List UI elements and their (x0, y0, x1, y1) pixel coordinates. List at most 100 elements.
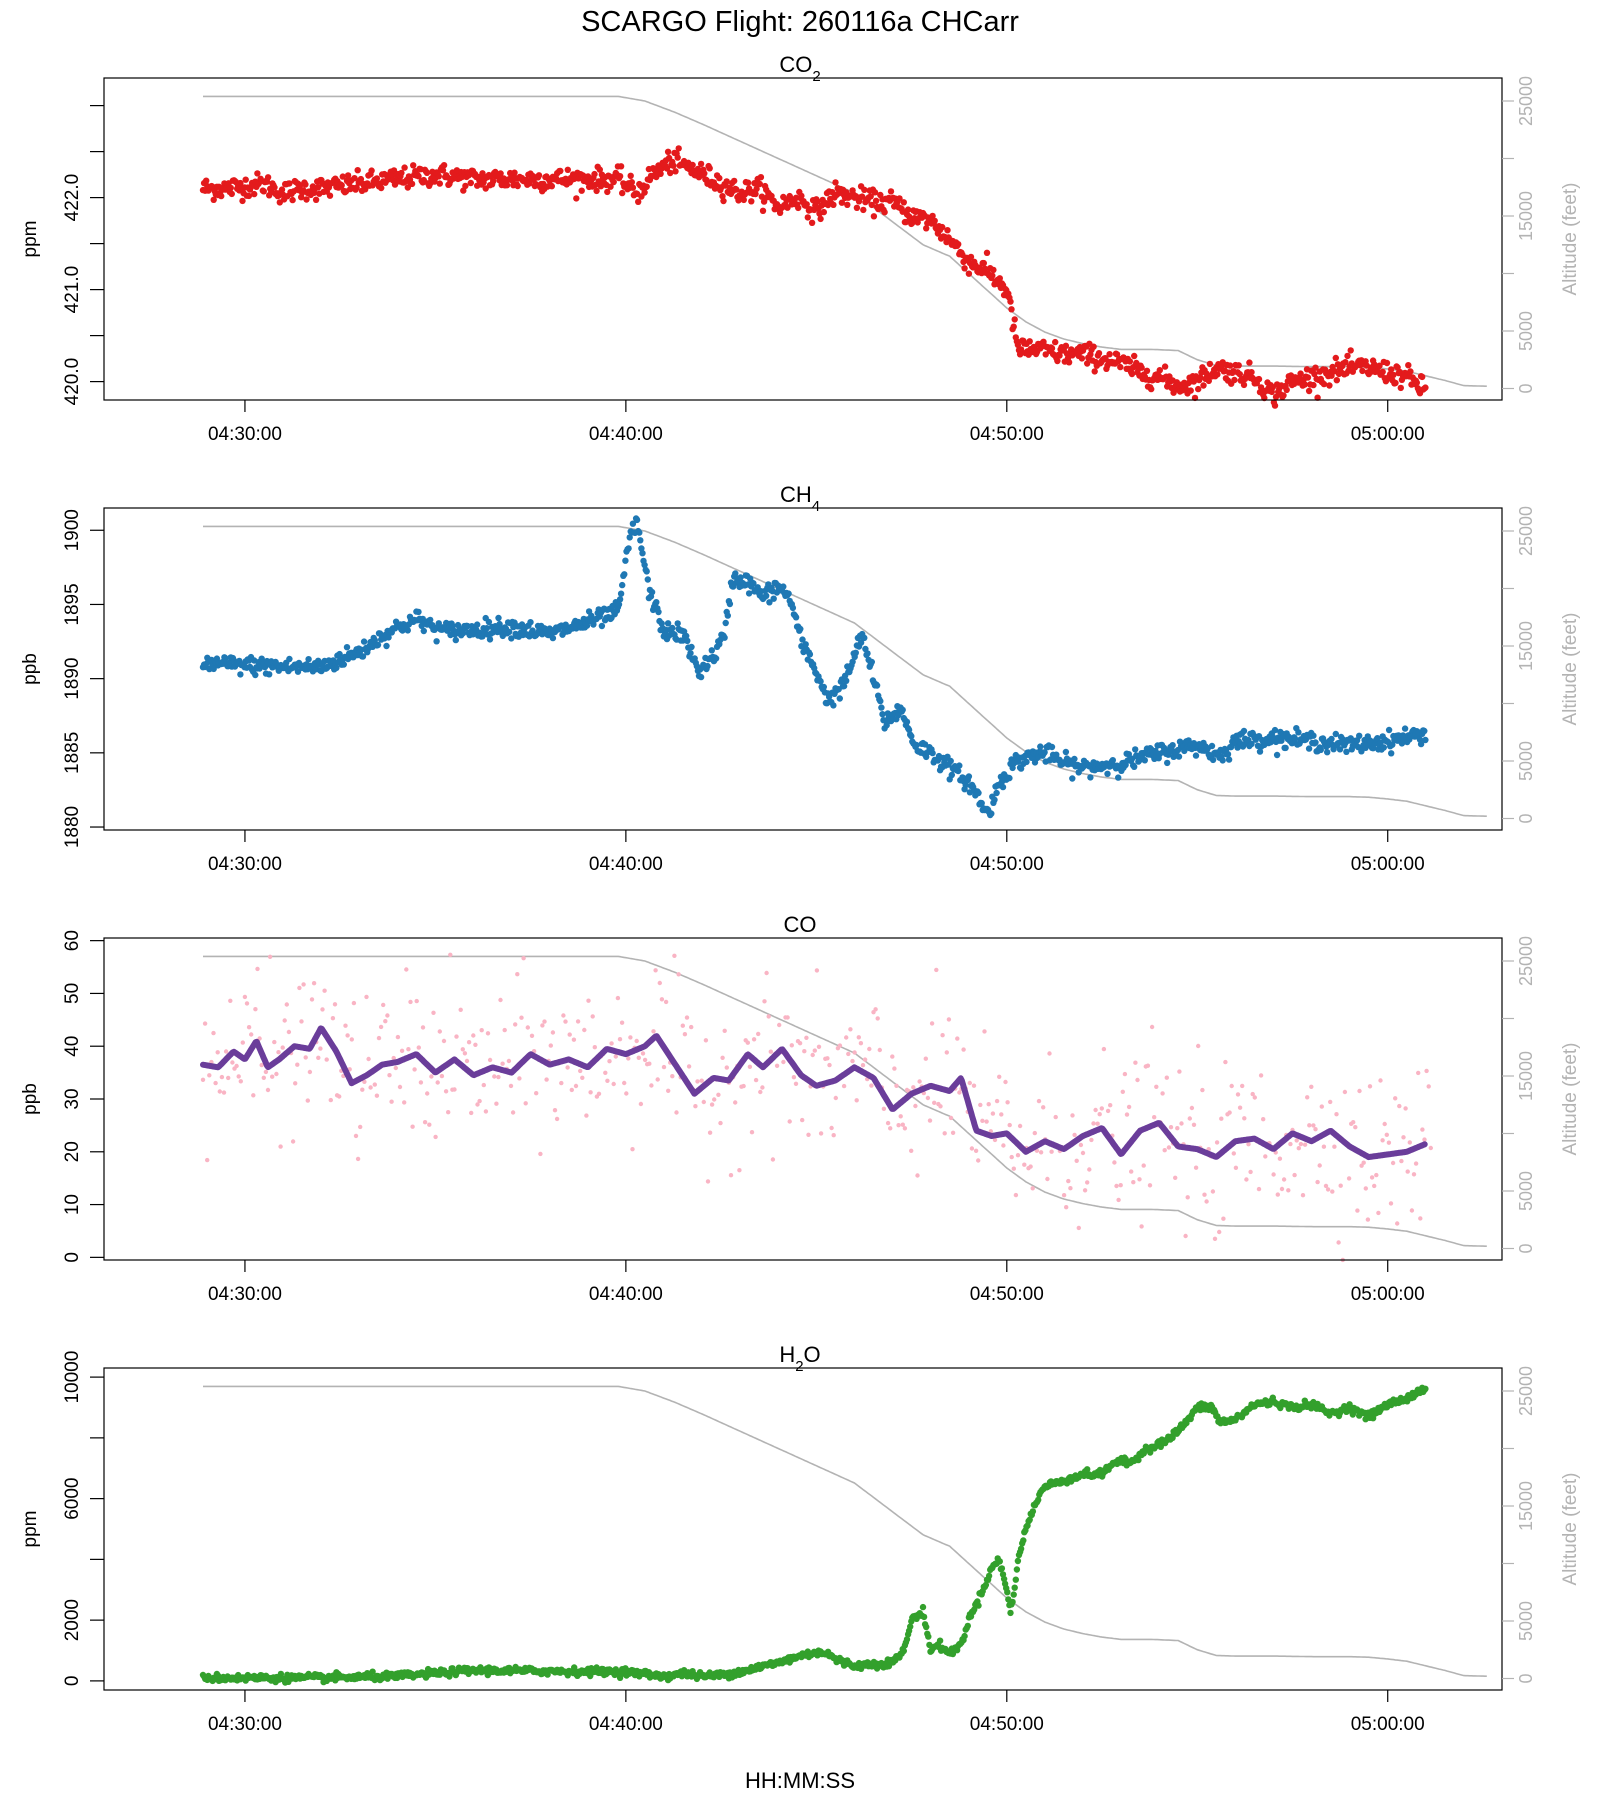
ch4-point (222, 654, 229, 662)
co-raw-point (255, 966, 260, 972)
co2-point (1007, 298, 1014, 305)
ch4-point (1104, 770, 1111, 777)
y-tick-label: 10 (62, 1194, 83, 1215)
h2o-point (961, 1632, 968, 1640)
ch4-point (508, 635, 515, 642)
co-raw-point (800, 1117, 805, 1123)
co-raw-point (1177, 1069, 1182, 1074)
co-raw-point (1015, 1153, 1021, 1158)
ch4-point (590, 621, 597, 628)
ch4-point (1422, 736, 1429, 744)
co-raw-point (670, 1074, 675, 1079)
co-raw-point (1049, 1149, 1054, 1154)
co-raw-point (854, 1098, 859, 1103)
altitude-tick-label: 25000 (1516, 506, 1536, 556)
ch4-point (433, 638, 440, 645)
co-raw-point (387, 1073, 392, 1078)
co-raw-point (353, 1133, 359, 1139)
co2-point (657, 170, 664, 177)
co2-point (289, 196, 296, 204)
ch4-point (1336, 746, 1344, 753)
co-raw-point (749, 1130, 755, 1135)
co-raw-point (1369, 1175, 1375, 1180)
ch4-point (1256, 748, 1264, 755)
ch4-point (1228, 743, 1235, 751)
co2-point (716, 174, 723, 182)
y-tick-label: 10000 (62, 1351, 83, 1404)
ch4-point (817, 678, 824, 685)
co-raw-point (249, 1032, 254, 1037)
ch4-point (621, 571, 628, 578)
co-raw-point (1116, 1197, 1121, 1203)
co2-point (1197, 374, 1204, 381)
co2-point (931, 217, 938, 224)
y-tick-label: 0 (62, 1676, 83, 1687)
co2-point (820, 208, 827, 216)
co2-point (641, 189, 648, 196)
co-raw-point (473, 1042, 478, 1048)
x-tick-label: 04:40:00 (589, 1714, 663, 1735)
co2-point (860, 206, 867, 214)
co2-point (251, 190, 258, 198)
h2o-point (971, 1606, 978, 1613)
co-raw-point (818, 1131, 824, 1136)
co2-point (731, 177, 738, 185)
co2-point (490, 178, 497, 185)
co-raw-point (376, 1035, 382, 1041)
plot-frame (103, 77, 1503, 401)
co-raw-point (1416, 1070, 1421, 1076)
panel-ch4: CH4 ppb 1880 1885 1890 1895 1900 0 5000 15000 2500… (20, 482, 1581, 875)
co-raw-point (955, 1036, 960, 1041)
co-raw-point (1078, 1142, 1084, 1148)
ch4-point (615, 601, 623, 608)
co-raw-point (990, 1111, 996, 1116)
co-raw-point (550, 1030, 556, 1035)
co2-point (1187, 387, 1194, 394)
co-raw-point (1321, 1144, 1327, 1149)
co-raw-point (1131, 1180, 1136, 1185)
co2-point (1407, 368, 1414, 375)
co-raw-point (909, 1148, 914, 1154)
co-raw-point (1237, 1105, 1243, 1110)
co-raw-point (758, 1089, 763, 1095)
co-raw-point (510, 1110, 516, 1115)
co2-point (436, 180, 443, 187)
x-tick-label: 04:30:00 (208, 1714, 282, 1735)
co-raw-point (994, 1098, 1000, 1104)
co-raw-point (500, 1061, 505, 1066)
co-raw-point (1200, 1087, 1205, 1093)
co-raw-point (395, 1034, 401, 1040)
co-raw-point (418, 1080, 424, 1085)
co-raw-point (1294, 1138, 1299, 1143)
co-raw-point (699, 1078, 704, 1083)
ch4-point (750, 580, 757, 587)
ch4-point (629, 520, 637, 527)
co2-point (1359, 367, 1366, 375)
ch4-point (993, 789, 1000, 797)
ch4-point (1332, 730, 1340, 738)
co-raw-point (1028, 1164, 1033, 1169)
co-raw-point (1275, 1192, 1281, 1197)
co-raw-point (299, 1019, 304, 1024)
co-raw-point (787, 1119, 792, 1124)
ch4-point (385, 634, 392, 641)
co2-point (804, 214, 811, 221)
co-raw-point (831, 1133, 836, 1138)
ch4-point (641, 561, 648, 569)
h2o-point (1084, 1466, 1091, 1473)
co-raw-point (1313, 1127, 1318, 1132)
co2-point (415, 173, 422, 180)
co-raw-point (1095, 1121, 1100, 1126)
co2-point (1095, 350, 1103, 357)
co-raw-point (540, 1023, 545, 1028)
h2o-point (975, 1602, 982, 1609)
co-raw-point (238, 1079, 243, 1084)
h2o-point (1009, 1598, 1016, 1606)
co-raw-point (1363, 1186, 1369, 1191)
co-raw-point (1325, 1187, 1331, 1192)
co2-point (440, 162, 448, 169)
co-raw-point (653, 968, 658, 973)
co-raw-point (223, 1049, 229, 1054)
co-raw-point (894, 1083, 899, 1089)
co-raw-point (1240, 1083, 1245, 1089)
